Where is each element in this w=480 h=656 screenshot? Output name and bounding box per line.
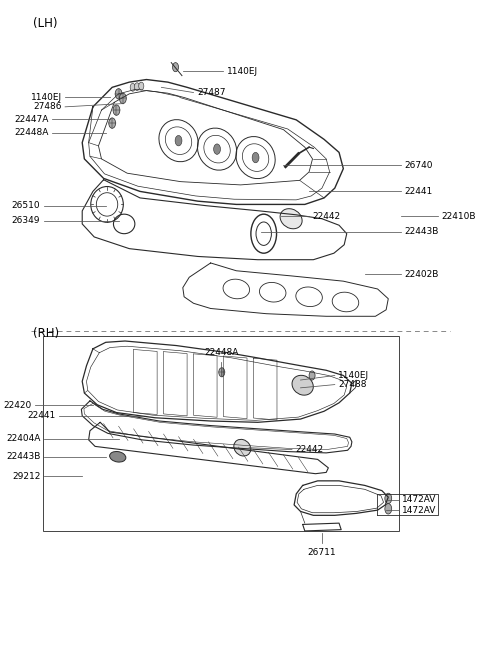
Circle shape <box>214 144 220 154</box>
Text: 26740: 26740 <box>405 161 433 170</box>
Circle shape <box>309 371 315 380</box>
Text: 22441: 22441 <box>405 187 433 196</box>
Text: 1140EJ: 1140EJ <box>338 371 369 380</box>
Text: 27488: 27488 <box>338 380 367 389</box>
Circle shape <box>139 82 144 90</box>
Text: 22448A: 22448A <box>14 129 49 137</box>
Circle shape <box>134 83 140 91</box>
Circle shape <box>175 136 182 146</box>
Text: 22420: 22420 <box>3 401 32 410</box>
Text: 29212: 29212 <box>12 472 40 481</box>
Ellipse shape <box>292 375 313 395</box>
Circle shape <box>115 89 122 99</box>
Text: 22443B: 22443B <box>6 452 40 461</box>
Text: 27487: 27487 <box>197 88 226 97</box>
Text: 22447A: 22447A <box>14 115 49 124</box>
Text: 22442: 22442 <box>295 445 324 454</box>
Text: 26510: 26510 <box>12 201 40 210</box>
Text: 26349: 26349 <box>12 216 40 225</box>
Text: 22448A: 22448A <box>204 348 239 357</box>
Ellipse shape <box>280 209 302 229</box>
Text: (RH): (RH) <box>33 327 59 340</box>
Text: 1140EJ: 1140EJ <box>31 92 61 102</box>
Text: 22410B: 22410B <box>441 212 475 220</box>
Text: 22402B: 22402B <box>405 270 439 279</box>
Circle shape <box>109 118 116 129</box>
Circle shape <box>120 93 126 104</box>
Ellipse shape <box>109 451 126 462</box>
Circle shape <box>385 493 392 504</box>
Circle shape <box>385 504 392 514</box>
Text: 1472AV: 1472AV <box>402 495 437 504</box>
Text: 22443B: 22443B <box>405 227 439 236</box>
Text: 26711: 26711 <box>308 548 336 557</box>
Text: (LH): (LH) <box>33 17 58 30</box>
Circle shape <box>252 152 259 163</box>
Circle shape <box>219 367 225 377</box>
Text: 1140EJ: 1140EJ <box>227 66 258 75</box>
Text: 1472AV: 1472AV <box>402 506 437 514</box>
Circle shape <box>113 105 120 115</box>
Circle shape <box>172 62 179 72</box>
Ellipse shape <box>234 440 251 456</box>
Text: 22441: 22441 <box>27 411 55 420</box>
Circle shape <box>130 83 135 91</box>
Text: 22404A: 22404A <box>6 434 40 443</box>
Text: 22442: 22442 <box>312 212 341 220</box>
Text: 27486: 27486 <box>33 102 61 112</box>
